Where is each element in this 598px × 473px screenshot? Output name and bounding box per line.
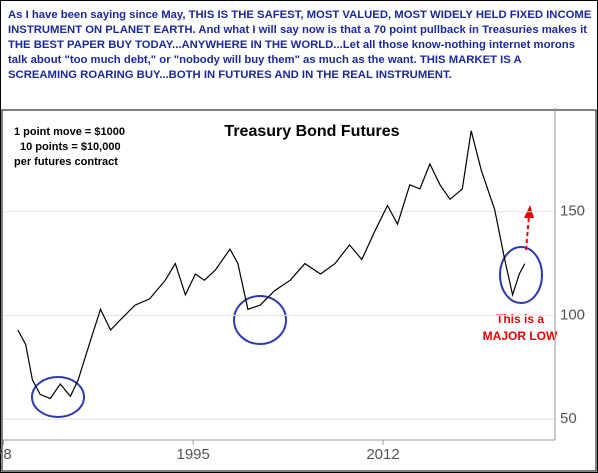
low-label: This is a bbox=[496, 312, 544, 326]
chart-title: Treasury Bond Futures bbox=[224, 123, 399, 140]
note-line: 1 point move = $1000 bbox=[14, 126, 125, 138]
x-tick-label: 2012 bbox=[366, 446, 399, 463]
chart-frame bbox=[1, 109, 597, 472]
price-line bbox=[17, 130, 526, 400]
low-circle bbox=[31, 376, 85, 418]
note-line: 10 points = $10,000 bbox=[20, 141, 121, 153]
low-circle bbox=[233, 295, 287, 345]
x-tick-label: 1995 bbox=[177, 446, 210, 463]
y-tick-label: 100 bbox=[560, 306, 585, 323]
low-label: MAJOR LOW bbox=[483, 329, 558, 343]
x-tick-label: 78 bbox=[0, 446, 12, 463]
y-tick-label: 150 bbox=[560, 203, 585, 220]
arrow-shaft bbox=[525, 215, 530, 251]
commentary: As I have been saying since May, THIS IS… bbox=[8, 9, 592, 81]
note-line: per futures contract bbox=[14, 156, 118, 168]
y-tick-label: 50 bbox=[560, 410, 577, 427]
low-circle bbox=[499, 246, 543, 304]
